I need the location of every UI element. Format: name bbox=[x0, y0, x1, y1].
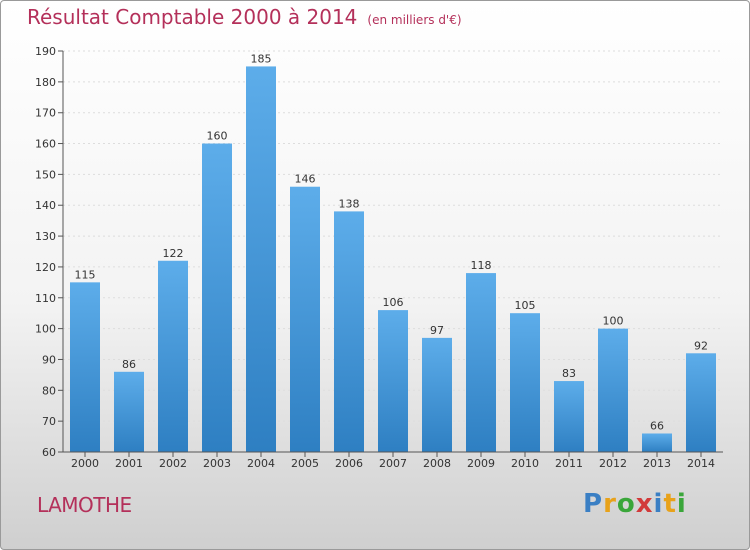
bar bbox=[422, 337, 452, 452]
data-label: 100 bbox=[603, 315, 624, 328]
bar bbox=[158, 260, 188, 452]
data-label: 92 bbox=[694, 339, 708, 352]
logo-letter: i bbox=[676, 489, 687, 519]
x-tick-label: 2001 bbox=[115, 457, 143, 470]
x-tick-label: 2011 bbox=[555, 457, 583, 470]
x-tick-label: 2003 bbox=[203, 457, 231, 470]
bar bbox=[510, 313, 540, 452]
chart-title: Résultat Comptable 2000 à 2014 bbox=[27, 5, 358, 29]
y-tick-label: 150 bbox=[35, 168, 56, 181]
data-label: 122 bbox=[163, 247, 184, 260]
x-tick-label: 2004 bbox=[247, 457, 275, 470]
x-tick-label: 2000 bbox=[71, 457, 99, 470]
chart-title-block: Résultat Comptable 2000 à 2014 (en millie… bbox=[27, 5, 462, 29]
data-label: 118 bbox=[471, 259, 492, 272]
logo-letter: o bbox=[616, 489, 636, 519]
bar bbox=[290, 186, 320, 452]
bar bbox=[642, 433, 672, 452]
x-tick-label: 2006 bbox=[335, 457, 363, 470]
logo-letter: i bbox=[653, 489, 664, 519]
bar bbox=[334, 211, 364, 452]
data-label: 185 bbox=[251, 52, 272, 65]
proxiti-logo: Proxiti bbox=[583, 489, 687, 519]
y-tick-label: 90 bbox=[42, 353, 56, 366]
bar bbox=[246, 66, 276, 452]
data-label: 115 bbox=[75, 268, 96, 281]
y-tick-label: 190 bbox=[35, 45, 56, 58]
y-tick-label: 80 bbox=[42, 384, 56, 397]
y-tick-label: 140 bbox=[35, 199, 56, 212]
y-tick-label: 180 bbox=[35, 76, 56, 89]
x-tick-label: 2007 bbox=[379, 457, 407, 470]
bar bbox=[686, 353, 716, 452]
data-label: 138 bbox=[339, 197, 360, 210]
y-tick-label: 120 bbox=[35, 261, 56, 274]
x-tick-label: 2005 bbox=[291, 457, 319, 470]
bar bbox=[202, 143, 232, 453]
bar bbox=[378, 310, 408, 452]
x-tick-label: 2002 bbox=[159, 457, 187, 470]
bars bbox=[70, 66, 716, 453]
bar bbox=[70, 282, 100, 452]
chart-unit: (en milliers d'€) bbox=[367, 13, 462, 27]
bar bbox=[114, 371, 144, 452]
x-tick-label: 2009 bbox=[467, 457, 495, 470]
data-label: 83 bbox=[562, 367, 576, 380]
data-label: 105 bbox=[515, 299, 536, 312]
axes: 60 70 80 90 100 110 120 130 140 150 160 170 180 190 20… bbox=[35, 45, 723, 470]
x-tick-label: 2014 bbox=[687, 457, 715, 470]
data-label: 97 bbox=[430, 324, 444, 337]
y-tick-label: 170 bbox=[35, 107, 56, 120]
y-tick-label: 60 bbox=[42, 446, 56, 459]
y-tick-label: 110 bbox=[35, 292, 56, 305]
labels: 115 86 122 160 185 146 138 106 97 118 105 83 100 66 92 bbox=[75, 52, 709, 432]
logo-letter: x bbox=[635, 489, 654, 519]
x-tick-label: 2012 bbox=[599, 457, 627, 470]
data-label: 146 bbox=[295, 173, 316, 186]
bar bbox=[554, 381, 584, 452]
logo-letter: r bbox=[603, 489, 617, 519]
x-tick-label: 2010 bbox=[511, 457, 539, 470]
data-label: 66 bbox=[650, 419, 664, 432]
x-tick-label: 2008 bbox=[423, 457, 451, 470]
y-tick-label: 160 bbox=[35, 138, 56, 151]
data-label: 160 bbox=[207, 130, 228, 143]
bar bbox=[466, 273, 496, 452]
data-label: 106 bbox=[383, 296, 404, 309]
logo-letter: P bbox=[583, 489, 604, 519]
commune-name: LAMOTHE bbox=[37, 493, 132, 517]
data-label: 86 bbox=[122, 358, 136, 371]
y-tick-label: 100 bbox=[35, 323, 56, 336]
y-tick-label: 130 bbox=[35, 230, 56, 243]
bar bbox=[598, 328, 628, 452]
logo-letter: t bbox=[663, 489, 677, 519]
x-tick-label: 2013 bbox=[643, 457, 671, 470]
y-tick-label: 70 bbox=[42, 415, 56, 428]
